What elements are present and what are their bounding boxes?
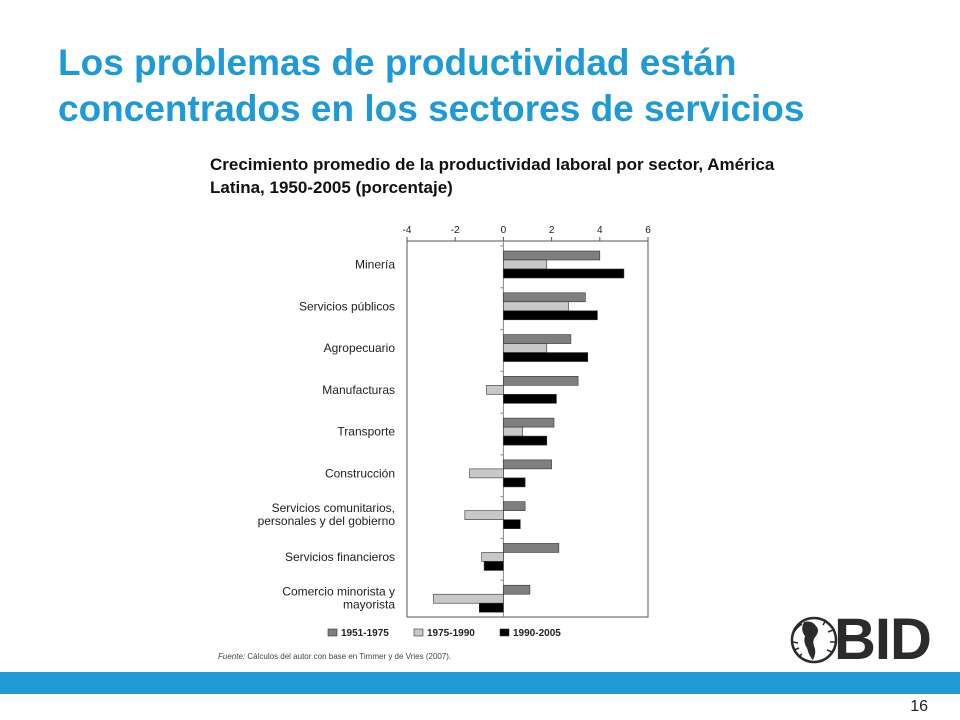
- bar: [503, 301, 569, 312]
- bar: [486, 385, 504, 395]
- category-label: Servicios financieros: [285, 550, 395, 564]
- bar: [503, 394, 557, 404]
- x-tick-label: 6: [645, 225, 651, 236]
- bar: [503, 310, 598, 321]
- source-text: Cálculos del autor con base en Timmer y …: [247, 652, 452, 661]
- bid-logo: BID: [790, 608, 932, 672]
- legend-label: 1990-2005: [513, 628, 561, 639]
- x-tick-label: -2: [451, 225, 460, 236]
- bar: [464, 510, 504, 520]
- category-label: Manufacturas: [322, 383, 395, 397]
- bar: [503, 519, 521, 529]
- source-label: Fuente:: [218, 652, 246, 661]
- slide-title: Los problemas de productividad están con…: [58, 42, 805, 129]
- plot-frame: [406, 240, 649, 618]
- bar: [483, 561, 504, 571]
- bar: [503, 268, 625, 279]
- category-label-line: Servicios comunitarios,: [272, 501, 395, 515]
- category-label: Comercio minorista y mayorista: [282, 585, 395, 612]
- x-tick-label: 0: [501, 225, 507, 236]
- category-label-line: mayorista: [343, 598, 395, 612]
- category-label: Minería: [355, 258, 395, 272]
- bar: [503, 417, 555, 428]
- bar: [503, 352, 589, 362]
- category-label: Servicios públicos: [299, 299, 395, 313]
- bar: [503, 426, 523, 437]
- category-label: Servicios comunitarios, personales y del …: [258, 501, 396, 528]
- legend-swatch: [413, 628, 424, 637]
- bar: [433, 593, 504, 604]
- x-tick-label: -4: [403, 225, 412, 236]
- category-label-line: Comercio minorista y: [282, 585, 395, 599]
- bar: [481, 552, 504, 562]
- bar: [503, 543, 560, 553]
- globe-icon: [790, 616, 838, 664]
- category-label-line: personales y del gobierno: [258, 514, 396, 528]
- x-tick-label: 4: [597, 225, 603, 236]
- legend-label: 1951-1975: [341, 628, 389, 639]
- footer-bar: [0, 672, 960, 694]
- bar: [503, 477, 526, 488]
- bar: [503, 250, 601, 261]
- bar: [503, 435, 548, 446]
- bar: [478, 602, 504, 613]
- bar: [503, 343, 548, 353]
- logo-text: BID: [834, 607, 932, 672]
- category-label: Agropecuario: [324, 341, 396, 355]
- bar: [503, 459, 552, 470]
- chart-subtitle: Crecimiento promedio de la productividad…: [210, 155, 775, 197]
- page-number: 16: [910, 698, 928, 715]
- bar: [503, 584, 531, 595]
- bar: [503, 334, 572, 344]
- category-label: Construcción: [325, 466, 395, 480]
- legend-swatch: [327, 628, 338, 637]
- bar: [503, 259, 548, 270]
- legend-swatch: [499, 628, 510, 637]
- bar: [469, 468, 504, 479]
- bar: [503, 292, 586, 303]
- bar: [503, 376, 579, 386]
- legend-label: 1975-1990: [427, 628, 475, 639]
- bar: [503, 501, 526, 511]
- category-label: Transporte: [337, 425, 395, 439]
- source-note: Fuente: Cálculos del autor con base en T…: [218, 652, 451, 661]
- x-tick-label: 2: [549, 225, 555, 236]
- bar-chart: -4 -2 0 2 4 6 Minería Servicios públicos Agropec…: [258, 225, 652, 639]
